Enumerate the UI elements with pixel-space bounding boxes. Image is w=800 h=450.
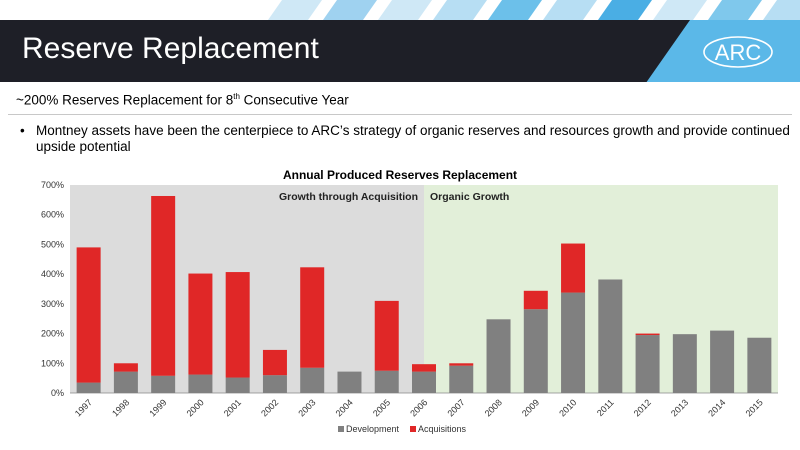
region-label: Growth through Acquisition: [279, 191, 418, 203]
development-bar: [486, 319, 511, 393]
development-bar: [710, 330, 735, 393]
development-bar: [374, 370, 399, 393]
x-tick-label: 2004: [334, 397, 355, 418]
chart-title: Annual Produced Reserves Replacement: [283, 168, 517, 182]
acquisitions-bar: [412, 364, 436, 372]
top-decor-strip: [0, 0, 800, 20]
legend-swatch: [338, 426, 344, 432]
bullet-item: • Montney assets have been the centerpie…: [20, 123, 796, 155]
subtitle-sup: th: [233, 92, 240, 101]
subtitle-suffix: Consecutive Year: [239, 92, 349, 108]
x-tick-label: 2013: [669, 397, 690, 418]
x-tick-label: 2008: [483, 397, 504, 418]
acquisitions-bar: [76, 247, 101, 383]
bullet-text: Montney assets have been the centerpiece…: [36, 123, 790, 154]
divider: [8, 114, 792, 115]
logo-swoosh: [703, 36, 773, 68]
y-tick-label: 400%: [41, 269, 64, 279]
development-bar: [523, 309, 548, 393]
development-bar: [113, 371, 138, 393]
y-tick-label: 200%: [41, 329, 64, 339]
y-tick-label: 300%: [41, 299, 64, 309]
legend-label: Acquisitions: [418, 424, 467, 434]
acquisitions-bar: [635, 333, 660, 336]
y-tick-label: 0%: [51, 388, 64, 398]
acquisitions-bar: [449, 363, 474, 366]
development-bar: [262, 375, 287, 393]
development-bar: [747, 337, 772, 393]
y-tick-label: 500%: [41, 239, 64, 249]
acquisitions-bar: [262, 349, 287, 376]
acquisitions-bar: [225, 272, 250, 378]
development-bar: [188, 374, 213, 393]
arc-logo: ARC: [703, 36, 773, 68]
development-bar: [672, 334, 697, 393]
x-tick-label: 2014: [706, 397, 727, 418]
subtitle: ~200% Reserves Replacement for 8th Conse…: [16, 92, 349, 108]
development-bar: [449, 365, 474, 393]
development-bar: [561, 292, 586, 393]
acquisitions-bar: [523, 290, 548, 310]
page-title: Reserve Replacement: [22, 32, 319, 65]
x-tick-label: 2007: [445, 397, 466, 418]
x-tick-label: 2009: [520, 397, 541, 418]
bullet-dot: •: [20, 123, 25, 138]
x-tick-label: 2001: [222, 397, 243, 418]
development-bar: [225, 377, 250, 393]
acquisitions-bar: [188, 273, 213, 375]
x-tick-label: 2006: [408, 397, 429, 418]
acquisitions-bar: [113, 363, 138, 372]
development-bar: [300, 367, 325, 393]
development-bar: [76, 382, 101, 393]
x-tick-label: 2005: [371, 397, 392, 418]
development-bar: [635, 335, 660, 393]
acquisitions-bar: [300, 267, 325, 368]
acquisitions-bar: [151, 195, 176, 376]
x-tick-label: 1999: [147, 397, 168, 418]
y-tick-label: 700%: [41, 180, 64, 190]
acquisitions-bar: [374, 300, 399, 371]
development-bar: [337, 371, 362, 393]
acquisitions-bar: [561, 243, 586, 293]
y-tick-label: 100%: [41, 358, 64, 368]
x-tick-label: 2010: [557, 397, 578, 418]
x-tick-label: 2002: [259, 397, 280, 418]
x-tick-label: 2003: [296, 397, 317, 418]
y-tick-label: 600%: [41, 210, 64, 220]
x-tick-label: 2012: [632, 397, 653, 418]
development-bar: [151, 375, 176, 393]
development-bar: [412, 371, 436, 393]
x-tick-label: 2015: [744, 397, 765, 418]
subtitle-prefix: ~200% Reserves Replacement for 8: [16, 92, 234, 108]
x-tick-label: 1998: [110, 397, 131, 418]
x-tick-label: 2011: [595, 397, 616, 418]
x-tick-label: 2000: [185, 397, 206, 418]
development-bar: [598, 279, 623, 393]
x-tick-label: 1997: [73, 397, 94, 418]
region-label: Organic Growth: [430, 191, 509, 203]
legend-swatch: [410, 426, 416, 432]
title-bar: Reserve Replacement: [0, 20, 800, 82]
logo-text: ARC: [715, 40, 762, 65]
legend-label: Development: [346, 424, 400, 434]
